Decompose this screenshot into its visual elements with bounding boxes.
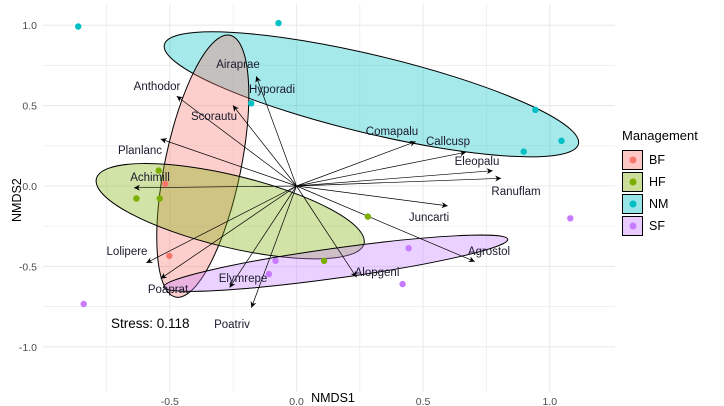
svg-text:Elymrepe: Elymrepe	[219, 273, 268, 285]
svg-text:Hyporadi: Hyporadi	[249, 84, 295, 96]
svg-text:0.0: 0.0	[289, 396, 304, 406]
svg-text:Airaprae: Airaprae	[216, 59, 259, 71]
svg-text:Poaprat: Poaprat	[148, 284, 189, 296]
svg-text:Eleopalu: Eleopalu	[455, 156, 500, 168]
svg-text:-0.5: -0.5	[161, 396, 179, 406]
svg-text:Planlanc: Planlanc	[118, 145, 162, 157]
svg-text:0.0: 0.0	[22, 181, 37, 193]
svg-text:Stress: 0.118: Stress: 0.118	[111, 316, 190, 331]
svg-text:1.0: 1.0	[542, 396, 557, 406]
svg-text:Poatriv: Poatriv	[214, 319, 250, 331]
svg-text:Alopgeni: Alopgeni	[355, 267, 400, 279]
svg-text:Juncarti: Juncarti	[409, 212, 449, 224]
svg-text:0.5: 0.5	[22, 101, 37, 113]
svg-text:-0.5: -0.5	[19, 261, 37, 273]
svg-text:Lolipere: Lolipere	[107, 246, 148, 258]
svg-text:Ranuflam: Ranuflam	[491, 186, 540, 198]
svg-text:Achimill: Achimill	[130, 172, 170, 184]
svg-text:Callcusp: Callcusp	[426, 136, 470, 148]
svg-text:0.5: 0.5	[416, 396, 431, 406]
svg-text:Scorautu: Scorautu	[191, 111, 237, 123]
svg-text:Agrostol: Agrostol	[468, 246, 510, 258]
svg-text:-1.0: -1.0	[19, 342, 37, 354]
svg-text:Anthodor: Anthodor	[134, 81, 181, 93]
svg-text:Comapalu: Comapalu	[366, 126, 418, 138]
svg-text:1.0: 1.0	[22, 20, 37, 32]
